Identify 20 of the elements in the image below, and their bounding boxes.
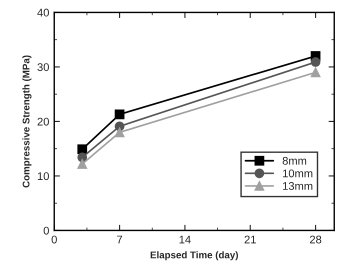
- x-tick-label: 21: [244, 236, 256, 244]
- legend-label: 10mm: [283, 169, 312, 178]
- legend-label: 13mm: [283, 182, 312, 190]
- y-tick-label: 20: [38, 118, 49, 126]
- point: [77, 159, 88, 169]
- point: [310, 68, 320, 78]
- y-tick-label: 30: [37, 63, 49, 72]
- point: [310, 57, 320, 67]
- x-tick-label: 7: [117, 236, 122, 244]
- point: [114, 127, 124, 138]
- x-tick-label: 14: [180, 236, 191, 244]
- y-tick-label: 40: [37, 8, 49, 17]
- y-axis-title: Compressive Strength (MPa): [22, 55, 32, 188]
- y-tick-label: 0: [44, 226, 49, 235]
- x-axis-title: Elapsed Time (day): [150, 251, 238, 260]
- x-tick-label: 0: [52, 236, 57, 244]
- legend-label: 8mm: [282, 156, 306, 165]
- y-tick-label: 10: [38, 172, 49, 180]
- point: [114, 109, 124, 120]
- x-tick-label: 28: [310, 236, 322, 244]
